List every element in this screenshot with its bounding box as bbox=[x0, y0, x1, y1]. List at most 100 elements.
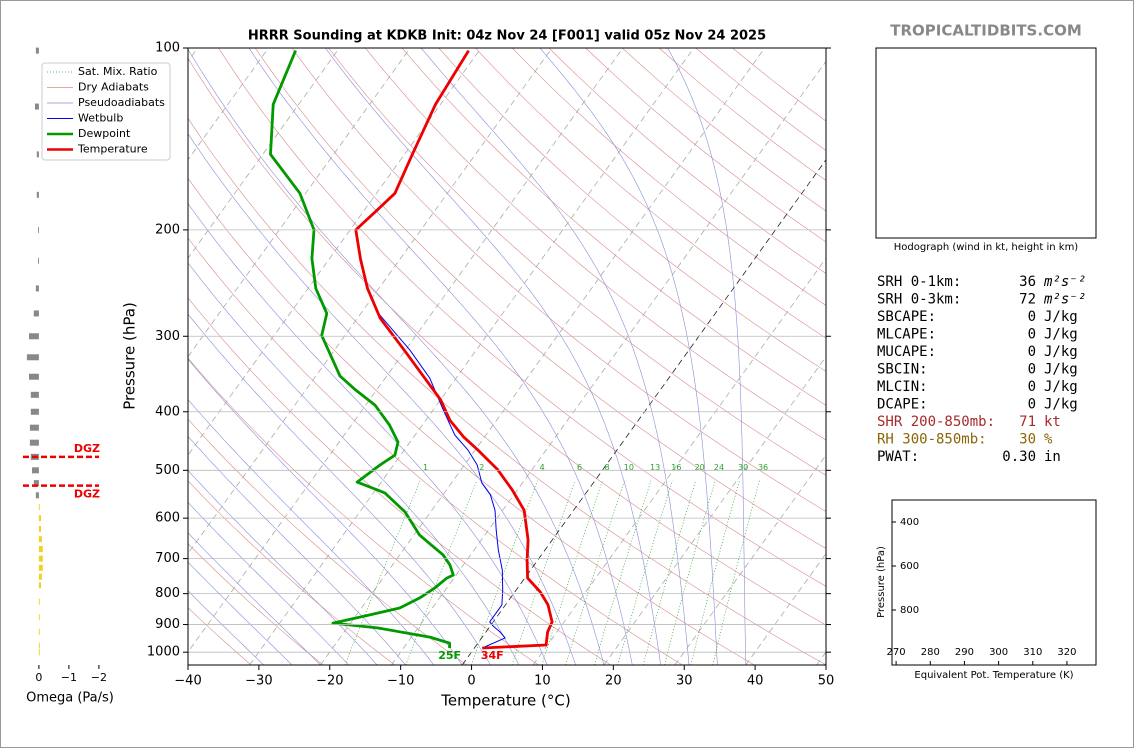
omega-bar bbox=[38, 614, 40, 621]
dry-adiabat bbox=[585, 48, 826, 243]
omega-tick-label: −2 bbox=[91, 671, 107, 684]
omega-bar bbox=[33, 480, 39, 487]
omega-bar bbox=[36, 151, 39, 158]
stat-value: 0 bbox=[1028, 327, 1036, 343]
stat-label: RH 300-850mb: bbox=[877, 432, 987, 448]
x-tick-label: 20 bbox=[605, 674, 622, 689]
pseudoadiabat bbox=[325, 48, 661, 665]
thetae-x-tick-label: 310 bbox=[1023, 647, 1042, 658]
dry-adiabat bbox=[401, 48, 826, 406]
omega-bar bbox=[35, 103, 39, 110]
y-tick-label: 700 bbox=[155, 551, 180, 566]
omega-label: Omega (Pa/s) bbox=[26, 691, 114, 706]
mixing-ratio-label: 4 bbox=[540, 463, 545, 472]
x-tick-label: 30 bbox=[676, 674, 693, 689]
legend-label: Dewpoint bbox=[78, 127, 131, 140]
pseudoadiabat bbox=[188, 262, 520, 665]
hodograph-caption: Hodograph (wind in kt, height in km) bbox=[894, 242, 1079, 253]
stat-unit: in bbox=[1044, 449, 1061, 465]
legend-box bbox=[41, 62, 171, 161]
stat-value: 72 bbox=[1019, 292, 1036, 308]
thetae-x-tick-label: 290 bbox=[955, 647, 974, 658]
omega-tick-label: −1 bbox=[61, 671, 77, 684]
mixing-ratio-label: 2 bbox=[479, 463, 484, 472]
pseudoadiabat bbox=[420, 48, 690, 665]
dry-adiabat bbox=[328, 48, 826, 476]
dry-adiabat bbox=[475, 48, 826, 339]
pseudoadiabat bbox=[539, 48, 718, 665]
mixing-ratio-label: 36 bbox=[758, 463, 768, 472]
profile-dewpoint bbox=[269, 50, 455, 648]
y-tick-label: 100 bbox=[155, 41, 180, 56]
stat-unit: % bbox=[1044, 432, 1053, 448]
dry-adiabat bbox=[254, 48, 826, 549]
stat-value: 0.30 bbox=[1002, 449, 1036, 465]
omega-bar bbox=[38, 257, 39, 264]
stat-unit: J/kg bbox=[1044, 397, 1078, 413]
isotherm bbox=[390, 60, 826, 665]
plot-frame bbox=[187, 47, 827, 666]
dry-adiabat bbox=[365, 48, 826, 441]
dry-adiabat bbox=[188, 543, 324, 665]
omega-bar bbox=[38, 515, 41, 522]
mixing-ratio-line bbox=[642, 480, 697, 665]
omega-bar bbox=[38, 555, 43, 562]
mixing-ratio-line bbox=[344, 480, 421, 665]
mixing-ratio-label: 16 bbox=[671, 463, 681, 472]
isotherm bbox=[461, 159, 826, 665]
mixing-ratio-label: 24 bbox=[714, 463, 724, 472]
omega-bar bbox=[38, 628, 40, 635]
omega-bar bbox=[38, 649, 40, 656]
omega-bar bbox=[30, 391, 39, 398]
omega-bar bbox=[38, 598, 40, 605]
omega-bar bbox=[38, 503, 40, 510]
y-tick-label: 500 bbox=[155, 463, 180, 478]
isotherm bbox=[188, 48, 269, 161]
mixing-ratio-label: 13 bbox=[650, 463, 660, 472]
dry-adiabat bbox=[622, 48, 826, 212]
dry-adiabat bbox=[291, 48, 826, 512]
omega-bar bbox=[29, 373, 39, 380]
surface-label: 25F bbox=[438, 649, 461, 662]
stat-unit: J/kg bbox=[1044, 362, 1078, 378]
pseudoadiabat bbox=[188, 501, 350, 665]
legend-label: Sat. Mix. Ratio bbox=[78, 65, 158, 78]
omega-bar bbox=[38, 536, 42, 543]
mixing-ratio-label: 30 bbox=[738, 463, 748, 472]
stat-label: SBCAPE: bbox=[877, 309, 936, 325]
omega-bar bbox=[35, 492, 39, 499]
x-tick-label: 10 bbox=[534, 674, 551, 689]
surface-label: 34F bbox=[481, 649, 504, 662]
isotherm bbox=[249, 48, 695, 665]
omega-bar bbox=[38, 573, 42, 580]
stat-label: MUCAPE: bbox=[877, 344, 936, 360]
isotherm bbox=[188, 48, 624, 653]
thetae-xlabel: Equivalent Pot. Temperature (K) bbox=[914, 670, 1073, 681]
thetae-ylabel: Pressure (hPa) bbox=[876, 546, 887, 618]
stat-value: 0 bbox=[1028, 362, 1036, 378]
dry-adiabat bbox=[512, 48, 826, 306]
stat-value: 30 bbox=[1019, 432, 1036, 448]
isotherm bbox=[188, 48, 340, 259]
stat-unit: J/kg bbox=[1044, 327, 1078, 343]
y-axis-label: Pressure (hPa) bbox=[121, 302, 139, 410]
omega-bar bbox=[29, 333, 39, 340]
y-tick-label: 800 bbox=[155, 586, 180, 601]
pseudoadiabat bbox=[188, 358, 463, 665]
mixing-ratio-label: 6 bbox=[577, 463, 582, 472]
stat-unit: J/kg bbox=[1044, 379, 1078, 395]
pseudoadiabat bbox=[188, 435, 406, 665]
watermark: TROPICALTIDBITS.COM bbox=[890, 22, 1082, 40]
pseudoadiabat bbox=[248, 48, 633, 665]
x-tick-label: 40 bbox=[747, 674, 764, 689]
pseudoadiabat bbox=[188, 399, 435, 665]
stat-value: 0 bbox=[1028, 379, 1036, 395]
group bbox=[188, 48, 826, 665]
omega-bar bbox=[30, 408, 39, 415]
pseudoadiabat bbox=[188, 48, 605, 665]
y-tick-label: 900 bbox=[155, 617, 180, 632]
omega-bar bbox=[38, 546, 43, 553]
pseudoadiabat bbox=[188, 313, 491, 665]
dry-adiabat bbox=[438, 48, 826, 372]
chart-title: HRRR Sounding at KDKB Init: 04z Nov 24 [… bbox=[248, 29, 766, 44]
